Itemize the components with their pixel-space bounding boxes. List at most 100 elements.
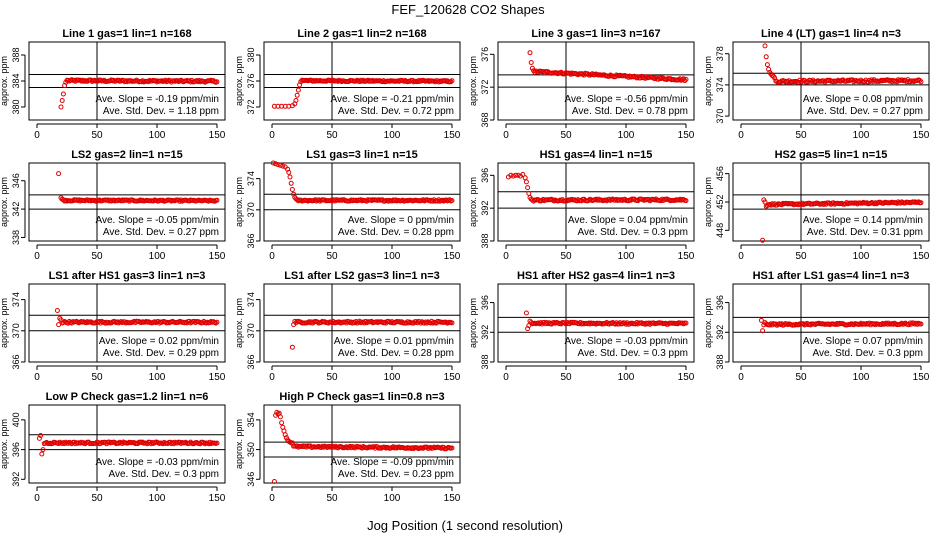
- slope-annotation: Ave. Slope = -0.03 ppm/min: [96, 457, 220, 468]
- data-point: [508, 172, 514, 178]
- x-tick-label: 150: [913, 130, 930, 141]
- x-axis: 0 50 100 150: [269, 365, 461, 383]
- data-point: [287, 174, 293, 180]
- x-tick-label: 50: [795, 130, 807, 141]
- std-dev-annotation: Ave. Std. Dev. = 0.3 ppm: [108, 469, 219, 480]
- x-tick-label: 150: [678, 372, 695, 383]
- data-point: [36, 435, 42, 441]
- x-tick-label: 0: [269, 251, 275, 262]
- data-point: [683, 198, 689, 204]
- y-tick-label: 388: [715, 354, 725, 369]
- data-point: [289, 187, 295, 192]
- y-tick-label: 350: [246, 442, 256, 457]
- data-point: [683, 76, 689, 82]
- chart-title: Low P Check gas=1.2 lin=1 n=6: [46, 391, 209, 403]
- data-point: [510, 173, 516, 179]
- data-point: [513, 172, 519, 178]
- std-dev-annotation: Ave. Std. Dev. = 0.27 ppm: [807, 106, 923, 117]
- plot-frame: [28, 404, 226, 484]
- data-point: [762, 199, 768, 205]
- chart-panel-4: Line 4 (LT) gas=1 lin=4 n=30 50 100 1503703…: [703, 28, 930, 141]
- chart-panel-14: High P Check gas=1 lin=0.8 n=3 0 50 100 150 3…: [234, 391, 461, 504]
- std-dev-annotation: Ave. Std. Dev. = 0.78 ppm: [572, 106, 688, 117]
- data-point: [448, 79, 454, 85]
- data-point: [279, 420, 285, 426]
- plot-frame: [732, 162, 930, 242]
- y-tick-label: 374: [11, 292, 21, 307]
- x-tick-label: 100: [149, 130, 166, 141]
- y-tick-label: 400: [11, 412, 21, 427]
- y-tick-label: 392: [11, 472, 21, 487]
- slope-annotation: Ave. Slope = 0.02 ppm/min: [99, 336, 219, 347]
- data-point: [918, 79, 924, 85]
- chart-panel-11: HS1 after HS2 gas=4 lin=1 n=3 0 50 100 150 38…: [468, 270, 695, 383]
- data-series: [523, 310, 689, 332]
- x-axis: 0 50 100 150: [503, 123, 695, 141]
- data-point: [529, 65, 535, 71]
- chart-title: LS1 gas=3 lin=1 n=15: [306, 149, 418, 161]
- data-point: [282, 432, 288, 438]
- x-tick-label: 0: [34, 372, 40, 383]
- y-tick-label: 456: [715, 166, 725, 181]
- data-point: [214, 197, 220, 203]
- y-tick-label: 448: [715, 223, 725, 238]
- x-tick-label: 50: [560, 372, 572, 383]
- slope-annotation: Ave. Slope = -0.03 ppm/min: [565, 336, 689, 347]
- x-tick-label: 0: [738, 130, 744, 141]
- y-tick-label: 346: [246, 472, 256, 487]
- chart-panel-5: LS2 gas=2 lin=1 n=15 0 50 100 150 338 342 346ap…: [0, 149, 226, 262]
- data-point: [764, 62, 770, 68]
- data-point: [760, 328, 766, 334]
- data-point: [520, 172, 526, 177]
- x-tick-label: 0: [503, 130, 509, 141]
- plot-frame: [28, 41, 226, 121]
- x-tick-label: 100: [384, 251, 401, 262]
- data-point: [639, 73, 645, 79]
- data-point: [525, 185, 531, 191]
- data-point: [528, 60, 534, 65]
- y-tick-label: 346: [11, 173, 21, 188]
- chart-title: HS1 after HS2 gas=4 lin=1 n=3: [517, 270, 675, 282]
- x-axis: 0 50 100 150: [34, 486, 226, 504]
- x-tick-label: 0: [269, 372, 275, 383]
- y-axis-label: approx. ppm: [0, 56, 9, 106]
- data-point: [277, 162, 283, 168]
- data-series: [56, 171, 220, 204]
- std-dev-annotation: Ave. Std. Dev. = 0.27 ppm: [103, 227, 219, 238]
- x-tick-label: 150: [209, 251, 226, 262]
- slope-annotation: Ave. Slope = -0.09 ppm/min: [331, 457, 455, 468]
- slope-annotation: Ave. Slope = -0.19 ppm/min: [96, 94, 220, 105]
- y-tick-label: 338: [11, 230, 21, 245]
- chart-title: HS2 gas=5 lin=1 n=15: [775, 149, 888, 161]
- x-axis: 0 50 100 150: [34, 123, 226, 141]
- chart-title: Line 3 gas=1 lin=3 n=167: [531, 28, 660, 40]
- y-tick-label: 374: [246, 292, 256, 307]
- slope-annotation: Ave. Slope = 0.08 ppm/min: [803, 94, 923, 105]
- plot-frame: [28, 283, 226, 363]
- data-point: [515, 172, 521, 178]
- y-tick-label: 396: [11, 442, 21, 457]
- plot-frame: [263, 41, 461, 121]
- data-point: [523, 179, 529, 185]
- x-tick-label: 50: [91, 251, 103, 262]
- y-tick-label: 370: [246, 323, 256, 338]
- y-axis-label: approx. ppm: [468, 298, 478, 348]
- x-axis: 0 50 100 150: [738, 123, 930, 141]
- y-tick-label: 380: [11, 99, 21, 114]
- x-tick-label: 0: [503, 372, 509, 383]
- chart-panel-7: HS1 gas=4 lin=1 n=15 0 50 100 150 388 392 396ap…: [468, 149, 695, 262]
- y-axis-label: approx. ppm: [234, 56, 244, 106]
- data-point: [918, 200, 924, 206]
- x-tick-label: 100: [384, 493, 401, 504]
- y-axis-label: approx. ppm: [0, 298, 9, 348]
- data-point: [525, 326, 531, 332]
